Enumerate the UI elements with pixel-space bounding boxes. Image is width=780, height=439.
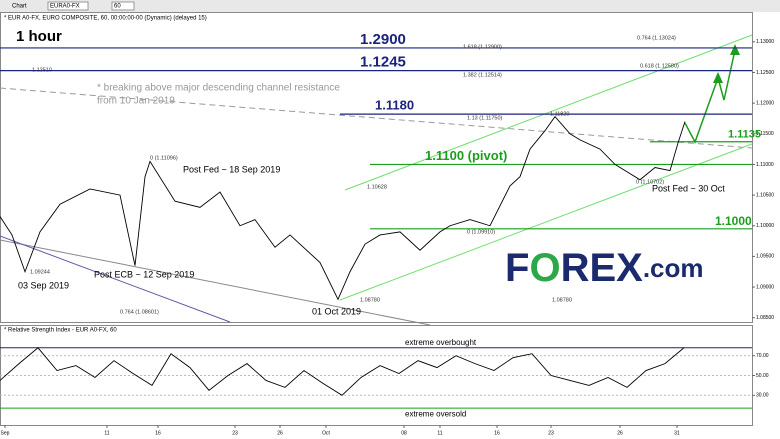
fib-label: 0.764 (1.08601) (120, 309, 159, 315)
x-tick-label: 16 (155, 430, 161, 436)
x-tick-label: 23 (232, 430, 238, 436)
fib-label: 1.618 (1.12900) (463, 44, 502, 50)
fib-label: 1.13 (1.11750) (467, 115, 503, 121)
x-tick-label: 31 (674, 430, 680, 436)
projection-arrow (730, 44, 740, 55)
annotation: * breaking above major descending channe… (97, 83, 340, 94)
fib-label: 1.08780 (552, 297, 572, 303)
descending-support (0, 239, 431, 326)
toolbar (0, 0, 780, 12)
fib-label: 1.382 (1.12514) (463, 72, 502, 78)
series-line (0, 347, 685, 396)
y-tick-label: 1.12500 (756, 70, 774, 76)
logo-part: REX (561, 246, 644, 290)
logo-part: O (529, 246, 560, 290)
logo-part: .com (643, 253, 704, 283)
chart-subtitle: 1 hour (16, 28, 62, 45)
y-tick-label: 1.12000 (756, 100, 774, 106)
y-tick-label: 30.00 (756, 393, 769, 399)
symbol[interactable]: EURA0-FX (50, 4, 80, 10)
level-label: 1.1135 (728, 129, 761, 141)
fib-label: 0 (1.09910) (467, 229, 495, 235)
y-tick-label: 1.13000 (756, 39, 774, 45)
x-tick-label: 11 (437, 430, 442, 436)
level-label: 1.2900 (360, 31, 406, 48)
x-tick-label: 26 (617, 430, 623, 436)
fib-label: 0.618 (1.12580) (640, 63, 679, 69)
x-tick-label: 16 (494, 430, 500, 436)
trend-line (0, 235, 231, 323)
symbol-box[interactable] (47, 1, 89, 11)
level-label: 1.1000 (715, 214, 752, 228)
projection-arrow (713, 72, 723, 83)
y-tick-label: 1.11000 (756, 162, 774, 168)
fib-label: 0 (1.10702) (636, 179, 664, 185)
fib-label: 1.09244 (30, 269, 50, 275)
annotation: 03 Sep 2019 (18, 280, 69, 290)
series-line (0, 115, 686, 301)
logo-part: F (505, 246, 529, 290)
x-tick-label: 23 (548, 430, 554, 436)
y-tick-label: 1.08500 (756, 315, 774, 321)
fib-label: 0.764 (1.13024) (637, 35, 676, 41)
annotation: Post Fed ~ 30 Oct (652, 183, 725, 193)
fib-label: 1.12510 (32, 67, 52, 73)
annotation: 01 Oct 2019 (312, 306, 361, 316)
y-tick-label: 1.10000 (756, 223, 774, 229)
interval[interactable]: 60 (114, 4, 121, 10)
fib-label: 1.11820 (550, 111, 569, 117)
logo: FOREX.com (505, 246, 704, 290)
x-tick-label: Oct (322, 430, 330, 436)
fib-label: 1.08780 (360, 297, 380, 303)
y-tick-label: 1.10500 (756, 192, 774, 198)
y-tick-label: 1.11500 (756, 131, 774, 137)
rsi-title: * Relative Strength Index - EUR A0-FX, 6… (4, 328, 117, 334)
annotation: Post ECB ~ 12 Sep 2019 (94, 269, 194, 279)
fib-label: 1.10628 (367, 184, 387, 190)
y-tick-label: 50.00 (756, 373, 769, 379)
x-tick-label: 08 (401, 430, 407, 436)
annotation: from 10 Jan 2019 (97, 96, 175, 107)
level-label: 1.1180 (375, 98, 414, 113)
annotation: Post Fed ~ 18 Sep 2019 (183, 164, 280, 174)
tab-label: Chart (12, 4, 27, 10)
descending-resistance (0, 87, 753, 149)
y-tick-label: 70.00 (756, 353, 769, 359)
chart-title: * EUR A0-FX, EURO COMPOSITE, 60, 00:00:0… (4, 16, 207, 22)
y-tick-label: 1.09500 (756, 254, 774, 260)
interval-box[interactable] (111, 1, 135, 11)
fib-label: 0 (1.11096) (150, 155, 178, 161)
x-tick-label: 26 (277, 430, 283, 436)
x-tick-label: Sep (1, 430, 10, 436)
level-label: extreme overbought (405, 338, 477, 347)
level-label: 1.1100 (pivot) (425, 148, 507, 163)
level-label: extreme oversold (405, 409, 466, 418)
price-panel (0, 12, 753, 323)
channel-bottom (339, 143, 753, 301)
y-tick-label: 1.09000 (756, 284, 774, 290)
x-tick-label: 11 (104, 430, 109, 436)
level-label: 1.1245 (360, 54, 406, 71)
